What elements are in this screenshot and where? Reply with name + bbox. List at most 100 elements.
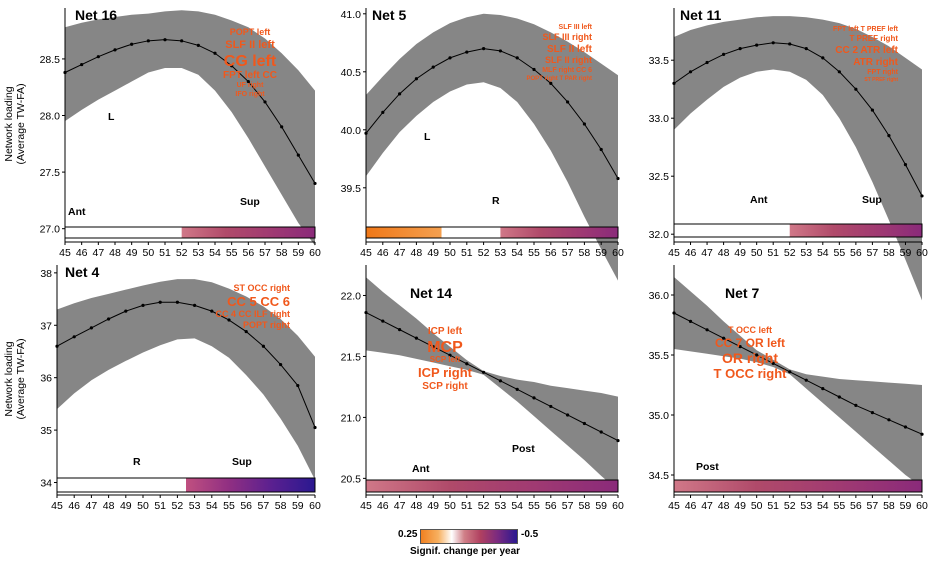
tract-label: POPT right T PAR right bbox=[526, 76, 592, 82]
x-tick-label: 48 bbox=[411, 500, 423, 512]
x-tick-label: 59 bbox=[595, 500, 607, 512]
data-point bbox=[887, 134, 891, 138]
data-point bbox=[854, 87, 858, 91]
tract-label: SLF II right bbox=[545, 55, 592, 65]
x-tick-label: 47 bbox=[701, 247, 713, 259]
x-tick-label: 55 bbox=[833, 500, 845, 512]
x-tick-label: 50 bbox=[137, 500, 149, 512]
data-point bbox=[246, 79, 250, 84]
panel-net-5: 45 46 47 48 49 50 51 52 53 54 55 56 57 58 59 60 39.5 40.0… bbox=[341, 7, 624, 281]
data-point bbox=[566, 413, 570, 417]
significance-segment bbox=[366, 227, 442, 238]
x-tick-label: 52 bbox=[478, 500, 490, 512]
panel-title: Net 16 bbox=[75, 7, 117, 23]
data-point bbox=[498, 379, 502, 383]
data-point bbox=[515, 56, 519, 60]
data-point bbox=[431, 345, 435, 349]
trend-line bbox=[673, 312, 923, 435]
x-tick-label: 57 bbox=[562, 500, 574, 512]
data-point bbox=[903, 425, 908, 429]
significance-segment bbox=[789, 224, 922, 237]
x-tick-label: 45 bbox=[59, 247, 71, 259]
data-point bbox=[193, 303, 197, 307]
x-tick-label: 55 bbox=[528, 500, 540, 512]
legend-max-label: -0.5 bbox=[521, 529, 539, 540]
data-point bbox=[804, 47, 808, 51]
tract-label: CG left bbox=[224, 53, 277, 70]
x-tick-label: 53 bbox=[800, 247, 812, 259]
x-tick-label: 47 bbox=[92, 247, 104, 259]
data-point bbox=[263, 100, 267, 104]
data-point bbox=[549, 404, 553, 409]
y-tick-label: 21.5 bbox=[341, 351, 362, 363]
data-point bbox=[141, 303, 145, 307]
tract-label: ICP left bbox=[428, 326, 463, 337]
x-tick-label: 57 bbox=[867, 500, 879, 512]
trend-line bbox=[56, 301, 316, 428]
data-point bbox=[722, 52, 726, 57]
data-point bbox=[431, 65, 435, 69]
trend-line bbox=[365, 312, 619, 442]
x-tick-label: 57 bbox=[258, 500, 270, 512]
data-point bbox=[616, 438, 620, 443]
data-point bbox=[854, 403, 858, 407]
x-tick-label: 60 bbox=[309, 500, 321, 512]
confidence-band bbox=[674, 16, 922, 301]
data-point bbox=[107, 317, 111, 321]
data-point bbox=[870, 411, 875, 415]
y-tick-label: 36.0 bbox=[649, 290, 670, 302]
y-tick-label: 35.0 bbox=[649, 410, 670, 422]
tract-label: ST PREF right bbox=[864, 77, 898, 83]
tract-label: ATR right bbox=[853, 57, 898, 68]
data-point bbox=[616, 176, 620, 181]
y-tick-label: 27.5 bbox=[40, 167, 61, 179]
legend-min-label: 0.25 bbox=[398, 529, 418, 540]
x-tick-label: 53 bbox=[192, 247, 204, 259]
x-tick-label: 54 bbox=[511, 500, 523, 512]
x-tick-label: 53 bbox=[495, 247, 507, 259]
x-tick-label: 45 bbox=[51, 500, 63, 512]
x-tick-label: 46 bbox=[685, 247, 697, 259]
data-point bbox=[296, 383, 300, 388]
x-tick-label: 52 bbox=[176, 247, 188, 259]
x-tick-label: 51 bbox=[767, 247, 779, 259]
significance-segment bbox=[500, 227, 618, 238]
view-label: Sup bbox=[240, 196, 260, 208]
trend-line bbox=[673, 42, 923, 197]
data-point bbox=[549, 81, 553, 85]
tract-label: SLF II left bbox=[547, 44, 593, 55]
confidence-band bbox=[65, 10, 315, 246]
tract-label: T OCC right bbox=[714, 366, 788, 381]
y-tick-label: 39.5 bbox=[341, 183, 362, 195]
data-point bbox=[163, 38, 167, 42]
y-tick-label: 41.0 bbox=[341, 9, 362, 21]
data-point bbox=[532, 67, 536, 72]
x-tick-label: 54 bbox=[511, 247, 523, 259]
data-point bbox=[688, 319, 693, 323]
data-point bbox=[72, 335, 76, 339]
x-tick-label: 57 bbox=[259, 247, 271, 259]
trend-line bbox=[64, 39, 316, 184]
x-tick-label: 60 bbox=[916, 247, 928, 259]
significance-segment bbox=[674, 480, 922, 492]
tract-label: OR right bbox=[722, 350, 778, 366]
x-tick-label: 51 bbox=[461, 247, 473, 259]
data-point bbox=[158, 300, 162, 304]
data-point bbox=[821, 387, 825, 391]
x-tick-label: 59 bbox=[900, 247, 912, 259]
significance-segment bbox=[186, 478, 315, 492]
data-point bbox=[705, 328, 709, 332]
significance-segment bbox=[57, 478, 186, 492]
data-point bbox=[821, 56, 825, 60]
data-point bbox=[804, 378, 808, 382]
y-tick-label: 32.5 bbox=[649, 171, 670, 183]
x-tick-label: 60 bbox=[916, 500, 928, 512]
y-tick-label: 40.5 bbox=[341, 67, 362, 79]
data-point bbox=[582, 421, 587, 426]
data-point bbox=[80, 62, 84, 67]
data-point bbox=[599, 430, 603, 434]
data-point bbox=[398, 92, 402, 96]
data-point bbox=[146, 39, 150, 43]
x-tick-label: 51 bbox=[767, 500, 779, 512]
x-tick-label: 56 bbox=[545, 247, 557, 259]
